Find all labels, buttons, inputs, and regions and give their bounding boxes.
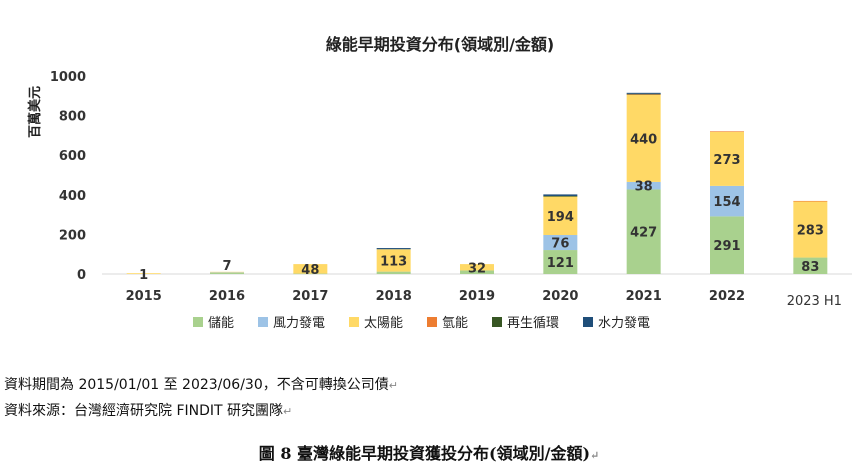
bar-segment-2021-2	[626, 94, 661, 182]
bar-segment-2021-5	[626, 92, 661, 94]
data-label: 283	[797, 224, 824, 239]
legend-swatch	[427, 317, 437, 327]
y-axis-ticks: 0 200 400 600 800 1000	[50, 70, 86, 283]
legend-swatch	[583, 317, 593, 327]
bar-segment-2020-0	[543, 250, 578, 274]
x-tick-label: 2015	[126, 289, 162, 304]
data-label: 1	[139, 268, 148, 283]
y-tick-label: 1000	[50, 70, 86, 85]
y-tick-label: 200	[59, 228, 86, 243]
x-axis-ticks: 2015 2016 2017 2018 2019 2020 2021 2022 2023 H1	[126, 289, 842, 309]
period-note-text: 資料期間為 2015/01/01 至 2023/06/30，不含可轉換公司債	[4, 377, 389, 393]
figure-caption: 圖 8 臺灣綠能早期投資獲投分布(領域別/金額)↵	[0, 440, 858, 464]
bars	[126, 92, 828, 275]
return-mark: ↵	[283, 405, 293, 418]
legend-swatch	[349, 317, 359, 327]
x-tick-label: 2020	[542, 289, 578, 304]
bar-segment-2021-0	[626, 189, 661, 274]
legend-label: 儲能	[208, 316, 234, 331]
return-mark: ↵	[590, 449, 600, 462]
y-tick-label: 600	[59, 149, 86, 164]
y-axis-label: 百萬美元	[27, 86, 43, 138]
legend-swatch	[258, 317, 268, 327]
x-tick-label: 2023 H1	[787, 294, 842, 309]
bar-segment-2022-0	[710, 216, 744, 274]
data-label: 76	[551, 237, 569, 252]
bar-labels: 1 7 48 113 32 121 76 194 427 38 440 291 154 273 83 283	[139, 132, 824, 283]
bar-segment-2022-2	[710, 131, 744, 186]
y-tick-label: 400	[59, 189, 86, 204]
chart: 綠能早期投資分布(領域別/金額) 百萬美元 02004006008001000 …	[27, 35, 852, 331]
chart-title: 綠能早期投資分布(領域別/金額)	[326, 35, 554, 54]
x-tick-label: 2017	[292, 289, 328, 304]
legend-label: 太陽能	[364, 316, 403, 331]
bar-segment-2023-H1-0	[793, 257, 828, 274]
y-tick-label: 0	[77, 268, 86, 283]
data-label: 427	[630, 226, 657, 241]
return-mark: ↵	[388, 379, 398, 392]
figure-caption-text: 圖 8 臺灣綠能早期投資獲投分布(領域別/金額)	[258, 444, 591, 463]
bar-segment-2023-H1-2	[793, 201, 828, 258]
bar-segment-2019-0	[460, 270, 494, 274]
data-label: 38	[635, 180, 653, 195]
data-label: 440	[630, 132, 657, 147]
bar-segment-2017-0	[293, 273, 328, 275]
data-label: 48	[301, 263, 319, 278]
y-tick-label: 800	[59, 110, 86, 125]
bar-segment-2015-2	[126, 273, 161, 274]
bar-segment-2020-1	[543, 234, 578, 251]
bar-segment-2018-5	[376, 248, 411, 250]
bar-segment-2016-0	[210, 272, 244, 274]
source-note: 資料來源：台灣經濟研究院 FINDIT 研究團隊↵	[4, 400, 292, 420]
data-label: 121	[547, 256, 574, 271]
data-label: 113	[380, 254, 407, 269]
source-note-text: 資料來源：台灣經濟研究院 FINDIT 研究團隊	[4, 403, 284, 419]
bar-segment-2018-0	[376, 271, 411, 274]
legend-label: 再生循環	[507, 316, 559, 331]
period-note: 資料期間為 2015/01/01 至 2023/06/30，不含可轉換公司債↵	[4, 374, 398, 394]
legend-label: 水力發電	[598, 316, 650, 331]
bar-segment-2020-4	[543, 195, 578, 197]
bar-segment-2016-1	[210, 272, 244, 273]
bar-segment-2021-1	[626, 181, 661, 190]
data-label: 83	[801, 260, 819, 275]
data-label: 7	[222, 259, 231, 274]
bar-segment-2020-2	[543, 196, 578, 235]
bar-segment-2018-2	[376, 249, 411, 272]
data-label: 291	[713, 239, 740, 254]
legend: 儲能 風力發電 太陽能 氫能 再生循環 水力發電	[193, 316, 650, 331]
bar-segment-2021-3	[626, 94, 661, 95]
bar-segment-2021-4	[626, 93, 661, 95]
data-label: 273	[713, 153, 740, 168]
legend-label: 氫能	[442, 316, 468, 331]
x-tick-label: 2019	[459, 289, 495, 304]
x-tick-label: 2018	[376, 289, 412, 304]
bar-segment-2017-2	[293, 264, 328, 274]
bar-segment-2023-H1-3	[793, 200, 828, 202]
data-label: 32	[468, 261, 486, 276]
data-label: 194	[547, 210, 574, 225]
bar-segment-2022-3	[710, 131, 744, 132]
legend-swatch	[492, 317, 502, 327]
x-tick-label: 2016	[209, 289, 245, 304]
legend-swatch	[193, 317, 203, 327]
bar-segment-2022-1	[710, 185, 744, 217]
x-tick-label: 2021	[626, 289, 662, 304]
data-label: 154	[713, 195, 740, 210]
bar-segment-2016-2	[210, 271, 244, 273]
legend-label: 風力發電	[273, 316, 325, 331]
x-tick-label: 2022	[709, 289, 745, 304]
bar-segment-2020-5	[543, 194, 578, 196]
bar-segment-2019-2	[460, 264, 494, 271]
